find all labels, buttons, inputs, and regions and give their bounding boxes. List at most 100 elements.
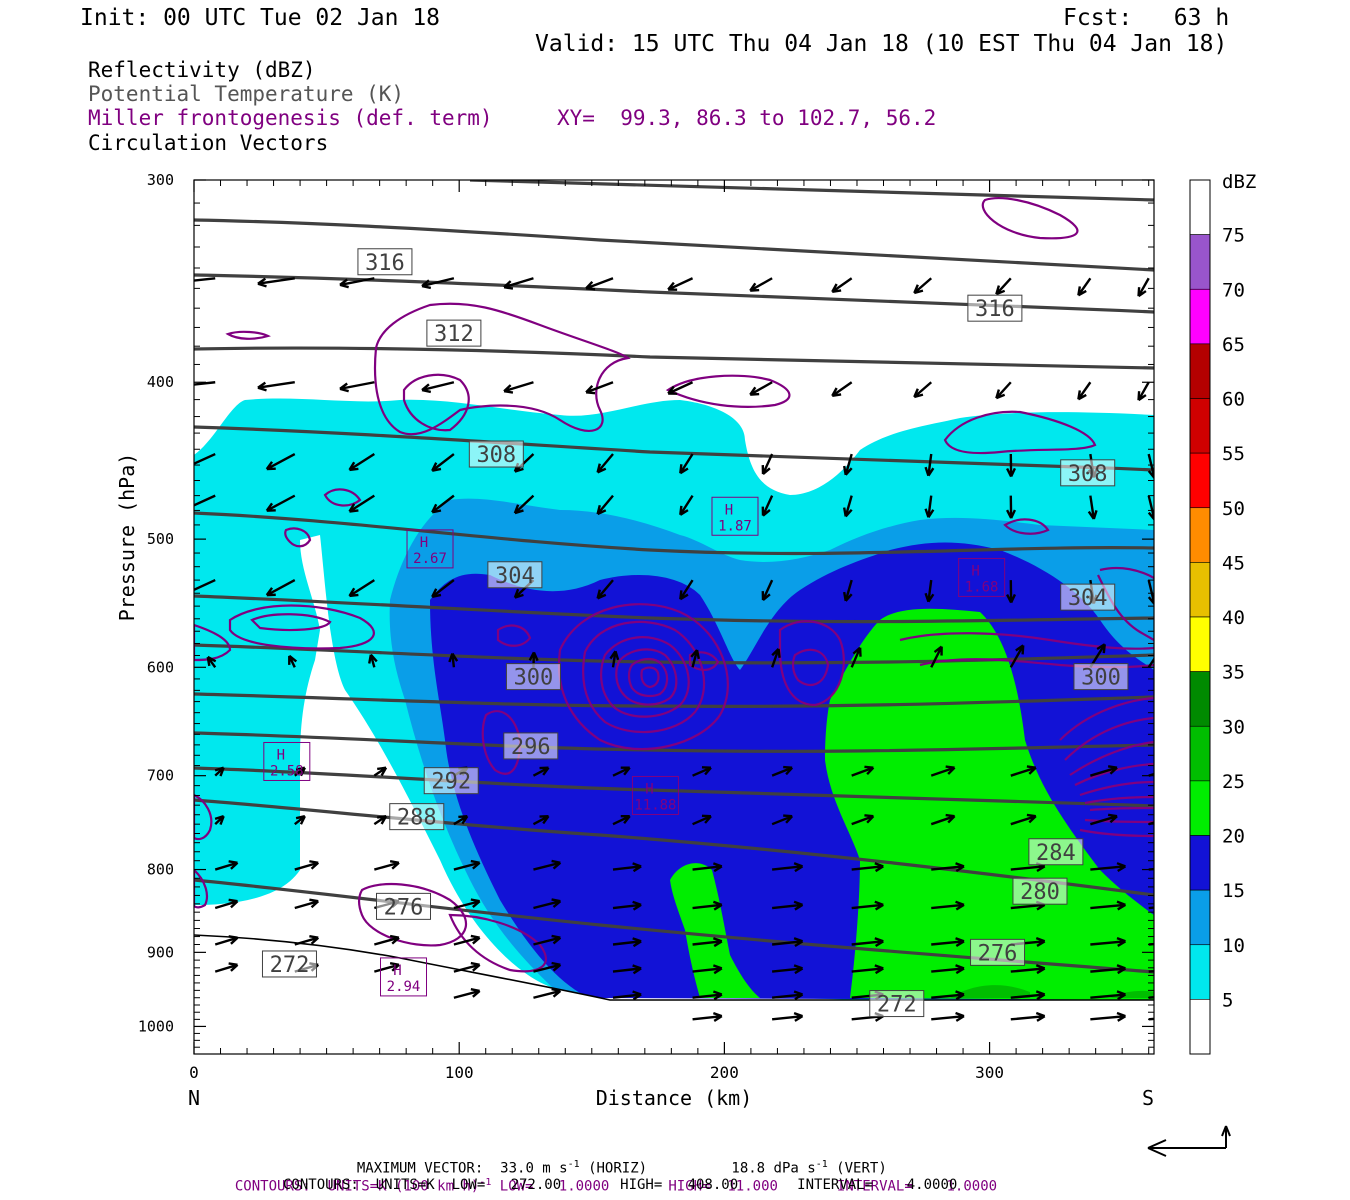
circulation-vector	[194, 381, 216, 386]
fronto-contour	[899, 632, 1154, 650]
circulation-vector	[288, 654, 298, 668]
fronto-contour	[323, 488, 362, 507]
circulation-vector	[931, 862, 965, 873]
colorbar-label: 30	[1222, 716, 1245, 738]
circulation-vector	[679, 494, 694, 516]
fronto-contour	[778, 620, 845, 707]
circulation-vector	[214, 815, 225, 826]
fronto-contour	[194, 793, 213, 841]
theta-label: 276	[376, 892, 432, 920]
theta-label: 308	[1060, 459, 1116, 487]
fronto-contour	[1064, 716, 1154, 761]
circulation-vector	[596, 494, 614, 516]
colorbar-swatch	[1189, 234, 1211, 290]
y-tick-label: 300	[147, 171, 174, 189]
circulation-vector	[194, 277, 216, 282]
circulation-vector	[448, 652, 459, 668]
svg-text:308: 308	[476, 443, 516, 468]
circulation-vector	[851, 900, 884, 911]
x-right-label: S	[1142, 1086, 1154, 1110]
circulation-vector	[1077, 277, 1092, 297]
svg-text:H: H	[725, 502, 733, 518]
footer-contours-fronto: CONTOURS: UNITS=K (100 km h)-1 LOW= 1.00…	[218, 1159, 997, 1195]
svg-text:316: 316	[365, 251, 405, 276]
circulation-vector	[913, 381, 933, 399]
circulation-vector	[931, 900, 965, 911]
fronto-contour	[194, 623, 232, 662]
legend-theta: Potential Temperature (K)	[88, 82, 405, 106]
fronto-contour	[357, 882, 468, 947]
svg-text:280: 280	[1020, 880, 1060, 905]
fronto-high-label: H2.58	[263, 741, 311, 781]
theta-contour	[194, 692, 1154, 708]
theta-contour	[194, 346, 1154, 370]
circulation-vector	[1090, 1011, 1127, 1022]
circulation-vector	[761, 453, 774, 475]
circulation-vector	[257, 277, 295, 288]
circulation-vector	[692, 1012, 723, 1022]
colorbar-swatch	[1189, 452, 1211, 509]
circulation-vector	[771, 964, 804, 975]
svg-text:292: 292	[431, 770, 471, 795]
fronto-contour	[225, 330, 271, 340]
circulation-vector	[851, 814, 875, 826]
circulation-vector	[771, 814, 794, 826]
x-left-label: N	[188, 1086, 200, 1110]
refl-20dbz-west	[670, 863, 760, 998]
fronto-high-label: H2.67	[406, 529, 454, 569]
theta-label: 316	[967, 294, 1023, 322]
colorbar-swatch	[1189, 999, 1211, 1055]
theta-label: 312	[426, 319, 482, 347]
fronto-contour	[600, 636, 690, 718]
colorbar-swatch	[1189, 835, 1211, 891]
circulation-vector	[1010, 990, 1046, 1001]
colorbar-label: 75	[1222, 225, 1245, 247]
fronto-contour	[1097, 574, 1154, 641]
colorbar-label: 40	[1222, 607, 1245, 629]
circulation-vector	[453, 859, 481, 871]
circulation-vector	[339, 277, 375, 289]
fronto-contour	[1079, 780, 1154, 797]
colorbar-label: 70	[1222, 279, 1245, 301]
circulation-vector	[1010, 964, 1046, 975]
svg-text:H: H	[645, 781, 653, 797]
colorbar-label: 45	[1222, 552, 1245, 574]
theta-contour	[194, 425, 1154, 472]
circulation-vector	[612, 964, 642, 975]
circulation-vector	[294, 815, 306, 826]
circulation-vector	[612, 937, 642, 948]
circulation-vector	[533, 859, 562, 871]
circulation-vector	[692, 937, 723, 948]
fronto-contour	[448, 913, 547, 973]
svg-text:H: H	[420, 535, 428, 551]
y-tick-label: 400	[147, 373, 174, 391]
theta-label: 276	[970, 938, 1026, 966]
circulation-vector	[453, 988, 481, 999]
circulation-vector	[503, 277, 534, 290]
horiz-exp: -1	[567, 1159, 580, 1170]
circulation-vector	[348, 494, 375, 513]
y-tick-label: 600	[147, 658, 174, 676]
circulation-vector	[194, 494, 216, 507]
circulation-vector	[1090, 862, 1127, 873]
colorbar-frame	[1189, 179, 1211, 1055]
valid-time: Valid: 15 UTC Thu 04 Jan 18 (10 EST Thu …	[535, 31, 1228, 57]
circulation-vector	[931, 964, 965, 975]
colorbar-label: 25	[1222, 771, 1245, 793]
fronto-contour	[615, 648, 678, 706]
circulation-vector	[294, 766, 306, 777]
svg-text:H: H	[277, 747, 285, 763]
fronto-contour	[791, 648, 830, 687]
colorbar-title: dBZ	[1222, 171, 1256, 193]
circulation-vector	[214, 898, 239, 910]
circulation-vector	[214, 935, 239, 946]
circulation-vector	[930, 765, 956, 777]
circulation-vector	[851, 937, 884, 948]
circulation-vector	[374, 934, 400, 946]
circulation-vector	[771, 900, 804, 911]
x-tick-label: 300	[975, 1063, 1004, 1082]
circulation-vector	[692, 900, 723, 911]
colorbar-swatch	[1189, 944, 1211, 1000]
circulation-vector	[1090, 990, 1127, 1001]
